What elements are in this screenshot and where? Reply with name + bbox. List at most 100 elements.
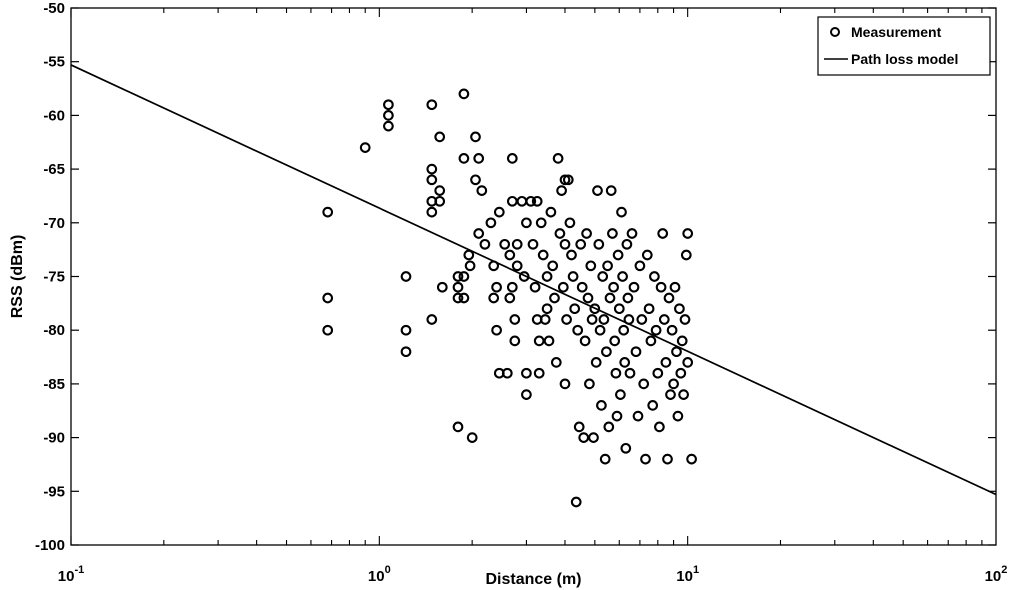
data-point	[547, 260, 559, 272]
data-point	[564, 217, 576, 229]
plot-area	[70, 7, 997, 546]
data-point	[383, 120, 394, 132]
data-point	[658, 314, 670, 325]
data-point	[476, 185, 488, 196]
data-point	[466, 432, 478, 443]
data-point	[579, 335, 591, 347]
y-tick-label: -80	[43, 322, 65, 339]
data-point	[601, 346, 612, 358]
data-point	[573, 421, 585, 433]
data-point	[612, 249, 624, 261]
y-axis-title: RSS (dBm)	[9, 235, 26, 319]
data-point	[618, 324, 630, 336]
data-point	[680, 249, 692, 261]
data-point	[632, 410, 644, 422]
data-point	[596, 400, 607, 411]
data-point	[611, 410, 623, 422]
data-point	[592, 185, 603, 196]
data-point	[586, 314, 598, 325]
x-axis-title: Distance (m)	[485, 571, 581, 588]
data-point	[682, 228, 694, 239]
data-point	[616, 206, 627, 218]
data-point	[434, 195, 446, 207]
data-point	[686, 453, 697, 465]
data-point	[545, 206, 557, 218]
data-point	[666, 324, 678, 336]
data-point	[598, 314, 610, 325]
data-point	[570, 496, 582, 508]
data-point	[599, 453, 611, 465]
data-point	[479, 238, 491, 250]
data-point	[581, 228, 592, 239]
data-point	[383, 99, 394, 111]
data-point	[669, 281, 681, 293]
data-point	[626, 228, 638, 239]
data-point	[650, 324, 662, 336]
data-point	[452, 292, 464, 304]
data-point	[493, 206, 505, 218]
data-point	[426, 206, 438, 218]
data-point	[491, 281, 502, 293]
data-point	[426, 174, 438, 186]
data-point	[645, 335, 657, 347]
data-point	[473, 153, 485, 164]
data-point	[657, 228, 669, 239]
data-point	[559, 238, 571, 250]
data-point	[504, 249, 516, 261]
data-point	[521, 217, 532, 229]
data-point	[569, 303, 581, 315]
data-point	[506, 281, 518, 293]
data-point	[582, 292, 594, 304]
y-tick-label: -50	[43, 0, 65, 17]
data-point	[541, 303, 553, 315]
data-point	[552, 153, 564, 164]
data-point	[674, 303, 685, 315]
data-point	[549, 292, 560, 304]
data-point	[533, 335, 545, 347]
data-point	[426, 99, 438, 111]
data-point	[554, 228, 566, 239]
data-point	[463, 249, 475, 261]
data-point	[359, 142, 371, 153]
data-point	[550, 357, 562, 368]
data-point	[566, 249, 577, 261]
data-point	[557, 281, 569, 293]
tick-labels: -50 -55 -60 -65 -70 -75 -80 -85 -90 -95 -100 10-1 10…	[35, 0, 1007, 585]
data-point	[470, 174, 481, 186]
x-tick-label: 10-1	[58, 564, 84, 585]
data-point	[543, 335, 555, 347]
data-point	[641, 249, 653, 261]
data-point	[527, 238, 539, 250]
data-point	[434, 185, 446, 196]
data-point	[575, 238, 587, 250]
data-point	[652, 367, 664, 379]
data-point	[620, 442, 632, 454]
y-tick-label: -60	[43, 107, 65, 124]
data-point	[426, 314, 438, 325]
data-point	[634, 260, 646, 272]
data-point	[660, 357, 672, 368]
data-point	[584, 378, 595, 390]
data-point	[679, 314, 691, 325]
measurement-series	[322, 88, 697, 508]
data-point	[607, 228, 618, 239]
data-point	[458, 292, 470, 304]
y-tick-label: -70	[43, 215, 65, 232]
data-point	[609, 335, 621, 347]
data-point	[585, 260, 597, 272]
data-point	[452, 271, 464, 282]
data-point	[561, 314, 572, 325]
data-point	[511, 238, 523, 250]
data-point	[638, 378, 650, 390]
data-point	[640, 453, 651, 465]
data-point	[473, 228, 485, 239]
data-point	[572, 324, 584, 336]
data-point	[458, 153, 470, 164]
data-point	[676, 335, 688, 347]
legend: Measurement Path loss model	[817, 16, 991, 76]
data-point	[678, 389, 689, 400]
data-point	[434, 131, 446, 143]
data-point	[464, 260, 476, 272]
data-point	[458, 88, 470, 100]
